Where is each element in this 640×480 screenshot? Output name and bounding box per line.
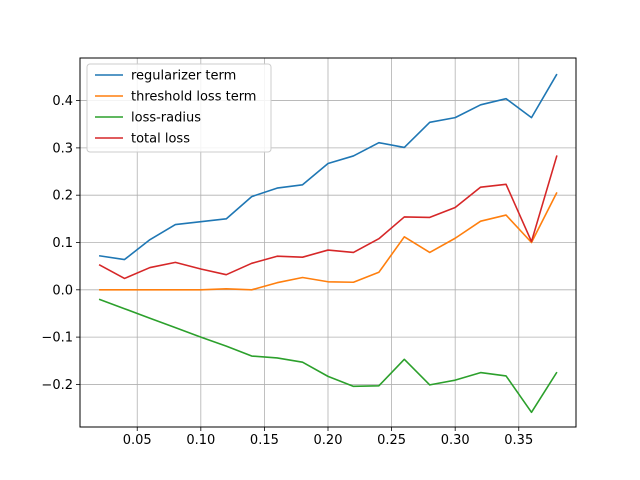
- x-tick-label: 0.25: [377, 433, 406, 448]
- x-tick-label: 0.15: [250, 433, 279, 448]
- legend-label: regularizer term: [131, 69, 236, 84]
- y-tick-label: −0.1: [41, 331, 73, 346]
- x-tick-label: 0.35: [504, 433, 533, 448]
- y-tick-label: 0.1: [52, 236, 73, 251]
- y-tick-label: −0.2: [41, 378, 73, 393]
- x-tick-label: 0.20: [314, 433, 343, 448]
- series-line-threshold-loss-term: [99, 191, 558, 291]
- x-tick-label: 0.30: [441, 433, 470, 448]
- legend-box: [86, 63, 272, 153]
- legend-label: loss-radius: [131, 111, 201, 126]
- x-tick-label: 0.05: [123, 433, 152, 448]
- axis-ticks: 0.05 0.10 0.15 0.20 0.25 0.30 0.35 −0.2 −0.1 0.0 0…: [41, 94, 533, 448]
- legend-label: threshold loss term: [131, 90, 256, 105]
- legend-label: total loss: [131, 132, 190, 147]
- y-tick-label: 0.3: [52, 141, 73, 156]
- y-tick-label: 0.4: [52, 94, 73, 109]
- series-line-total-loss: [98, 155, 558, 280]
- y-tick-label: 0.0: [52, 283, 73, 298]
- legend: regularizer term threshold loss term loss-…: [86, 63, 272, 153]
- series-lines: [98, 73, 558, 414]
- series-line-loss-radius: [98, 298, 558, 414]
- series-line-regularizer-term: [98, 73, 558, 261]
- x-tick-label: 0.10: [186, 433, 215, 448]
- y-tick-label: 0.2: [52, 189, 73, 204]
